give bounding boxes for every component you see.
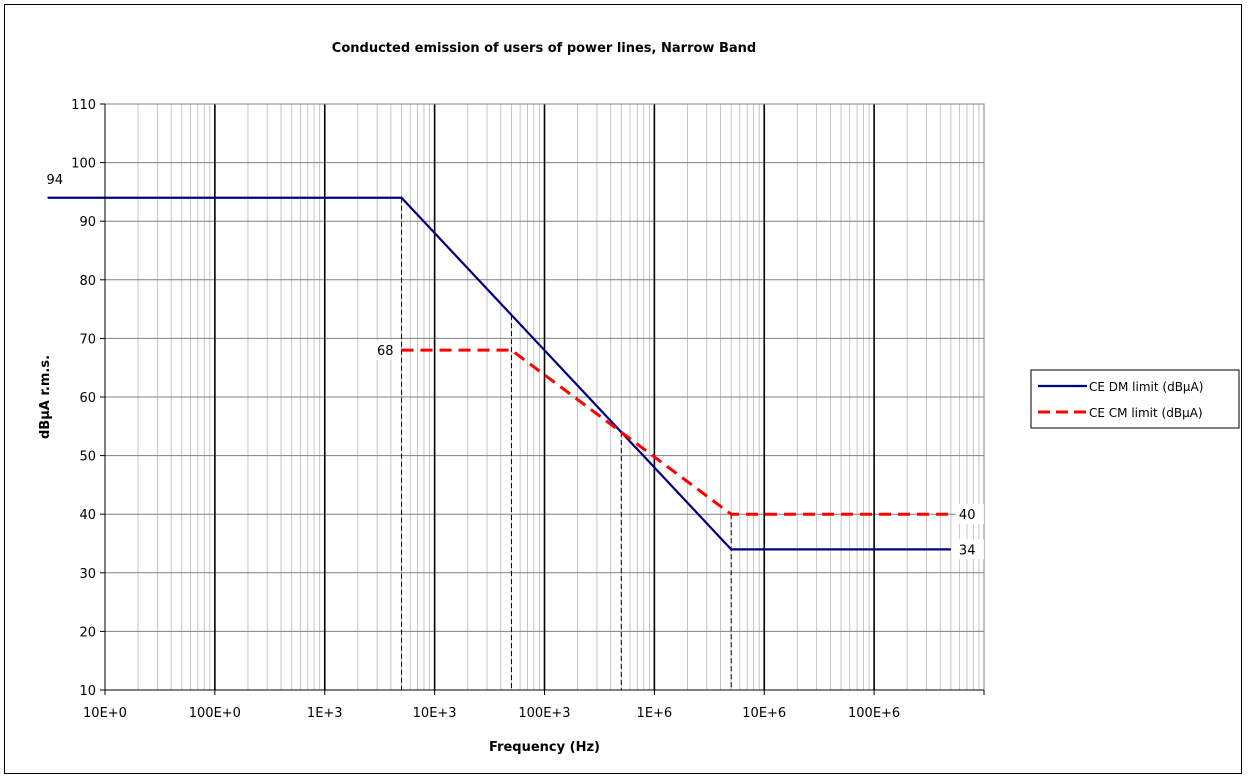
y-tick-label: 30 — [79, 567, 96, 582]
y-tick-label: 80 — [79, 274, 96, 289]
legend-label: CE DM limit (dBμA) — [1089, 380, 1203, 394]
y-tick-label: 50 — [79, 450, 96, 465]
x-tick-label: 1E+3 — [307, 706, 343, 721]
legend-label: CE CM limit (dBμA) — [1089, 406, 1203, 420]
y-tick-label: 100 — [71, 157, 96, 172]
x-tick-label: 100E+6 — [848, 706, 900, 721]
major-gridlines — [105, 103, 984, 691]
y-tick-label: 40 — [79, 508, 96, 523]
data-label-bg — [368, 340, 397, 361]
drop-lines — [401, 197, 732, 690]
x-tick-label: 100E+0 — [189, 706, 241, 721]
chart-title: Conducted emission of users of power lin… — [332, 41, 756, 56]
data-labels: 94 68 40 34 — [47, 173, 984, 560]
x-tick-label: 1E+6 — [637, 706, 673, 721]
x-axis-title: Frequency (Hz) — [489, 740, 600, 755]
data-label: 68 — [377, 344, 394, 359]
legend: CE DM limit (dBμA) CE CM limit (dBμA) — [1030, 369, 1240, 429]
legend-box — [1030, 369, 1240, 429]
series-group — [47, 196, 951, 551]
y-tick-label: 10 — [79, 684, 96, 699]
x-tick-label: 10E+6 — [742, 706, 786, 721]
data-label-bg — [955, 539, 984, 560]
data-label: 94 — [47, 173, 64, 188]
x-tick-label: 10E+3 — [413, 706, 457, 721]
y-axis-title: dBμA r.m.s. — [38, 355, 53, 439]
y-tick-label: 90 — [79, 215, 96, 230]
y-tick-label: 110 — [71, 98, 96, 113]
y-tick-label: 60 — [79, 391, 96, 406]
x-tick-label: 10E+0 — [83, 706, 127, 721]
series-line-ce-dm — [47, 196, 951, 551]
y-tick-label: 20 — [79, 625, 96, 640]
data-label-bg — [955, 504, 984, 525]
y-tick-label: 70 — [79, 332, 96, 347]
axes: 10 20 30 40 50 60 70 80 90 100 110 10E+0 100E+0 1E+3 1… — [71, 98, 985, 721]
data-label: 40 — [959, 508, 976, 523]
data-label: 34 — [959, 543, 976, 558]
x-tick-label: 100E+3 — [518, 706, 570, 721]
